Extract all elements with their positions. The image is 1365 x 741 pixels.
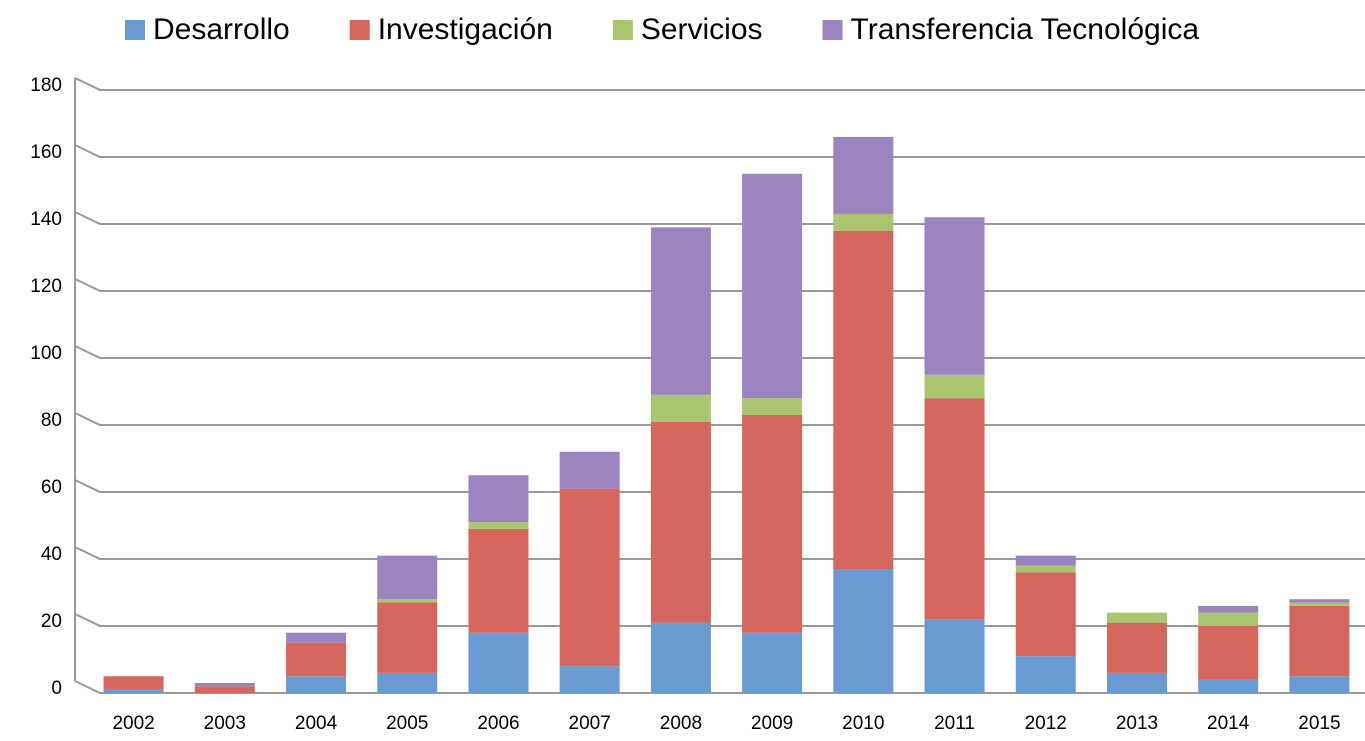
bar-segment (286, 676, 347, 693)
bar-segment (833, 230, 894, 570)
bar-segment (1106, 622, 1167, 673)
bar-segment (1289, 599, 1350, 603)
bar-segment (650, 227, 711, 395)
bar-segment (742, 414, 803, 633)
bar-segment (377, 599, 438, 603)
bar-segment (286, 632, 347, 643)
bar-segment (1106, 612, 1167, 623)
x-tick-label: 2004 (295, 713, 338, 734)
legend-label: Investigación (378, 13, 553, 46)
bar-segment (924, 374, 985, 399)
bar-segment (103, 689, 164, 693)
grid-line (74, 77, 1365, 91)
legend-swatch (822, 20, 843, 40)
bar-segment (1198, 612, 1259, 626)
x-tick-label: 2009 (751, 713, 793, 734)
grid-line (74, 546, 1365, 560)
x-tick-label: 2014 (1207, 713, 1250, 734)
grid-line (74, 144, 1365, 158)
x-tick-label: 2003 (204, 713, 246, 734)
bar-segment (1106, 672, 1167, 693)
x-tick-label: 2002 (112, 713, 154, 734)
x-tick-label: 2012 (1025, 713, 1067, 734)
bar-segment (468, 522, 529, 529)
bar-segment (1289, 605, 1350, 677)
y-tick-label: 100 (30, 343, 62, 364)
x-tick-label: 2005 (386, 713, 428, 734)
bar-segment (1198, 626, 1259, 680)
bar-segment (833, 213, 894, 231)
bar-segment (194, 682, 255, 687)
y-tick-label: 80 (41, 410, 62, 431)
bar-segment (1198, 605, 1259, 613)
bar-segment (742, 398, 803, 415)
grid-line (74, 211, 1365, 225)
bar-segment (1015, 656, 1076, 693)
y-tick-label: 40 (41, 544, 62, 565)
x-tick-label: 2010 (842, 713, 884, 734)
y-tick-label: 0 (51, 678, 62, 699)
bar-segment (833, 569, 894, 693)
legend-swatch (349, 20, 370, 40)
bar-segment (559, 488, 620, 667)
y-tick-label: 140 (30, 209, 62, 230)
bar-segment (468, 528, 529, 633)
bar-segment (559, 451, 620, 489)
bar-segment (1198, 679, 1259, 693)
legend-label: Transferencia Tecnológica (851, 13, 1200, 46)
bar-segment (1015, 555, 1076, 566)
x-tick-label: 2011 (934, 713, 975, 734)
y-tick-label: 60 (41, 477, 62, 498)
bar-segment (650, 622, 711, 693)
bar-segment (833, 136, 894, 214)
bar-segment (1289, 676, 1350, 693)
grid-line (74, 613, 1365, 627)
bar-segment (468, 632, 529, 693)
legend-label: Servicios (641, 13, 763, 46)
bar-segment (924, 398, 985, 620)
legend-swatch (612, 20, 633, 40)
x-tick-label: 2007 (569, 713, 611, 734)
bar-segment (377, 672, 438, 693)
legend-swatch (125, 20, 145, 40)
bar-segment (194, 686, 255, 693)
x-tick-label: 2013 (1116, 713, 1158, 734)
bar-segment (1289, 602, 1350, 606)
bar-segment (650, 394, 711, 422)
y-tick-label: 120 (30, 276, 62, 297)
x-tick-label: 2006 (477, 713, 519, 734)
y-tick-label: 20 (41, 611, 62, 632)
y-tick-label: 180 (30, 75, 62, 96)
grid-line (74, 412, 1365, 426)
bar-segment (924, 217, 985, 375)
bar-segment (742, 632, 803, 693)
grid-line (74, 479, 1365, 493)
bar-segment (924, 619, 985, 693)
x-tick-label: 2015 (1298, 713, 1340, 734)
bar-segment (286, 642, 347, 677)
bar-segment (468, 475, 529, 523)
legend-label: Desarrollo (153, 13, 290, 46)
bar-segment (103, 676, 164, 690)
grid-line (74, 278, 1365, 292)
y-tick-label: 160 (30, 142, 62, 163)
bar-segment (377, 555, 438, 600)
x-tick-label: 2008 (660, 713, 702, 734)
bar-segment (1015, 565, 1076, 573)
bar-segment (650, 421, 711, 623)
bar-segment (377, 602, 438, 673)
grid-line (74, 680, 1365, 694)
bar-segment (559, 666, 620, 693)
grid-line (74, 345, 1365, 359)
bar-segment (1015, 572, 1076, 657)
bar-segment (742, 173, 803, 399)
